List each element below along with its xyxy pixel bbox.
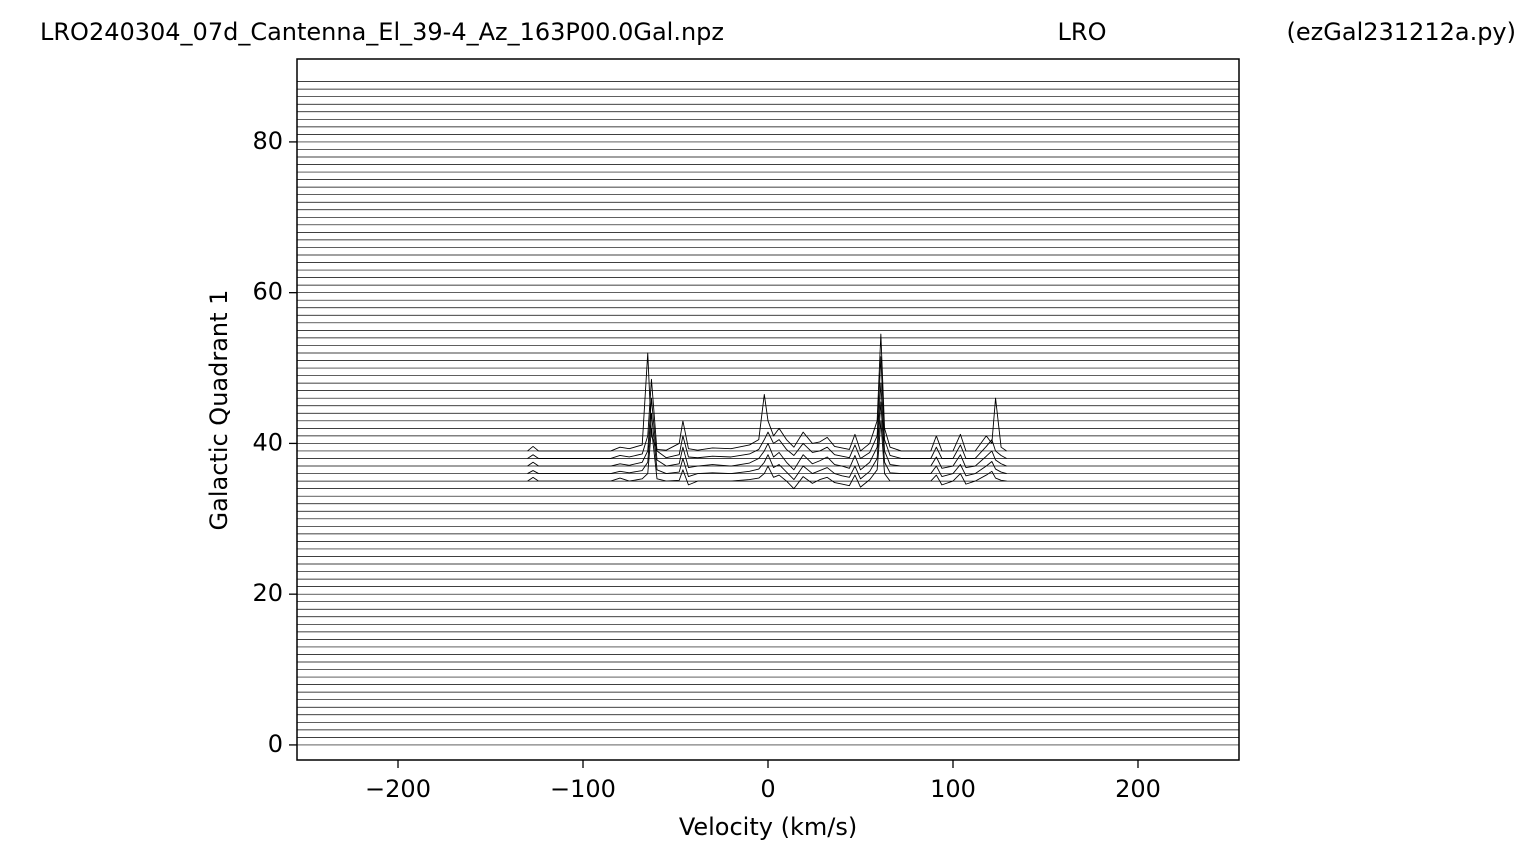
- x-tick-label: −200: [365, 775, 431, 803]
- x-tick-label: 200: [1115, 775, 1161, 803]
- y-axis-label: Galactic Quadrant 1: [205, 290, 233, 531]
- spectrum-line: [527, 333, 1007, 452]
- y-tick-label: 0: [268, 730, 283, 758]
- spectrum-line: [527, 420, 1007, 490]
- x-tick-label: −100: [550, 775, 616, 803]
- plot-frame: [296, 58, 1240, 761]
- title-script: (ezGal231212a.py): [1287, 18, 1516, 46]
- y-tick-label: 20: [252, 579, 283, 607]
- x-tick-label: 0: [760, 775, 775, 803]
- y-tick-label: 60: [252, 278, 283, 306]
- spectrum-line: [527, 401, 1007, 481]
- title-site: LRO: [1058, 18, 1107, 46]
- y-tick-label: 40: [252, 428, 283, 456]
- y-tick-label: 80: [252, 127, 283, 155]
- x-tick-label: 100: [930, 775, 976, 803]
- x-axis-label: Velocity (km/s): [679, 813, 857, 841]
- title-file: LRO240304_07d_Cantenna_El_39-4_Az_163P00…: [40, 18, 724, 46]
